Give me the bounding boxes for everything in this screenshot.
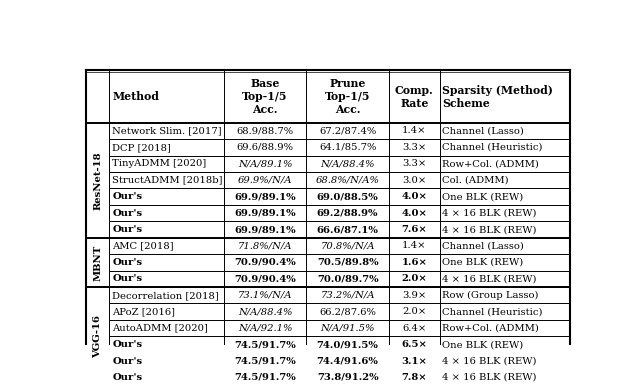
Text: 70.8%/N/A: 70.8%/N/A: [321, 241, 375, 251]
Text: 66.6/87.1%: 66.6/87.1%: [317, 225, 378, 234]
Text: APoZ [2016]: APoZ [2016]: [112, 307, 175, 316]
Text: StructADMM [2018b]: StructADMM [2018b]: [112, 176, 223, 185]
Text: 70.5/89.8%: 70.5/89.8%: [317, 258, 378, 267]
Text: Our's: Our's: [112, 258, 142, 267]
Text: N/A/88.4%: N/A/88.4%: [321, 159, 375, 168]
Text: Channel (Lasso): Channel (Lasso): [442, 241, 524, 251]
Text: 3.0×: 3.0×: [402, 176, 426, 185]
Text: TinyADMM [2020]: TinyADMM [2020]: [112, 159, 207, 168]
Text: 69.9/89.1%: 69.9/89.1%: [234, 209, 296, 218]
Text: Our's: Our's: [112, 340, 142, 349]
Text: 2.0×: 2.0×: [401, 274, 427, 283]
Text: MBNT: MBNT: [93, 244, 102, 281]
Text: N/A/88.4%: N/A/88.4%: [238, 307, 292, 316]
Text: 68.8%/N/A%: 68.8%/N/A%: [316, 176, 380, 185]
Text: Our's: Our's: [112, 357, 142, 365]
Text: 68.9/88.7%: 68.9/88.7%: [236, 126, 294, 135]
Text: One BLK (REW): One BLK (REW): [442, 192, 524, 201]
Text: Our's: Our's: [112, 373, 142, 382]
Text: 3.3×: 3.3×: [402, 143, 426, 152]
Text: 3.3×: 3.3×: [402, 159, 426, 168]
Text: 69.6/88.9%: 69.6/88.9%: [237, 143, 294, 152]
Text: 2.0×: 2.0×: [402, 307, 426, 316]
Text: Channel (Heuristic): Channel (Heuristic): [442, 143, 543, 152]
Text: 69.9/89.1%: 69.9/89.1%: [234, 225, 296, 234]
Text: 69.0/88.5%: 69.0/88.5%: [317, 192, 378, 201]
Text: Network Slim. [2017]: Network Slim. [2017]: [112, 126, 222, 135]
Text: 69.9%/N/A: 69.9%/N/A: [238, 176, 292, 185]
Text: 4.0×: 4.0×: [401, 192, 427, 201]
Text: Our's: Our's: [112, 225, 142, 234]
Text: 6.4×: 6.4×: [402, 324, 426, 333]
Text: Base
Top-1/5
Acc.: Base Top-1/5 Acc.: [243, 78, 288, 115]
Text: 4 × 16 BLK (REW): 4 × 16 BLK (REW): [442, 225, 537, 234]
Text: 4 × 16 BLK (REW): 4 × 16 BLK (REW): [442, 209, 537, 218]
Text: 6.5×: 6.5×: [401, 340, 427, 349]
Text: 4 × 16 BLK (REW): 4 × 16 BLK (REW): [442, 274, 537, 283]
Text: 70.0/89.7%: 70.0/89.7%: [317, 274, 378, 283]
Text: 69.9/89.1%: 69.9/89.1%: [234, 192, 296, 201]
Text: 4.0×: 4.0×: [401, 209, 427, 218]
Text: 3.9×: 3.9×: [402, 291, 426, 300]
Text: 74.5/91.7%: 74.5/91.7%: [234, 373, 296, 382]
Text: Sparsity (Method)
Scheme: Sparsity (Method) Scheme: [442, 85, 554, 109]
Text: 64.1/85.7%: 64.1/85.7%: [319, 143, 376, 152]
Text: 66.2/87.6%: 66.2/87.6%: [319, 307, 376, 316]
Text: 1.6×: 1.6×: [401, 258, 427, 267]
Text: Row+Col. (ADMM): Row+Col. (ADMM): [442, 324, 540, 333]
Text: Prune
Top-1/5
Acc.: Prune Top-1/5 Acc.: [325, 78, 371, 115]
Text: Channel (Lasso): Channel (Lasso): [442, 126, 524, 135]
Text: Our's: Our's: [112, 209, 142, 218]
Text: ResNet-18: ResNet-18: [93, 151, 102, 210]
Text: N/A/89.1%: N/A/89.1%: [238, 159, 292, 168]
Text: Comp.
Rate: Comp. Rate: [395, 85, 433, 109]
Text: N/A/91.5%: N/A/91.5%: [321, 324, 375, 333]
Text: 7.6×: 7.6×: [401, 225, 427, 234]
Text: 74.5/91.7%: 74.5/91.7%: [234, 340, 296, 349]
Text: 74.0/91.5%: 74.0/91.5%: [317, 340, 378, 349]
Text: One BLK (REW): One BLK (REW): [442, 340, 524, 349]
Text: 74.4/91.6%: 74.4/91.6%: [317, 357, 378, 365]
Text: Channel (Heuristic): Channel (Heuristic): [442, 307, 543, 316]
Text: 1.4×: 1.4×: [402, 126, 426, 135]
Text: 4 × 16 BLK (REW): 4 × 16 BLK (REW): [442, 357, 537, 365]
Text: Method: Method: [112, 91, 159, 102]
Text: AutoADMM [2020]: AutoADMM [2020]: [112, 324, 208, 333]
Text: Our's: Our's: [112, 274, 142, 283]
Text: 4 × 16 BLK (REW): 4 × 16 BLK (REW): [442, 373, 537, 382]
Text: 7.8×: 7.8×: [401, 373, 427, 382]
Text: 73.8/91.2%: 73.8/91.2%: [317, 373, 378, 382]
Text: Decorrelation [2018]: Decorrelation [2018]: [112, 291, 219, 300]
Text: DCP [2018]: DCP [2018]: [112, 143, 171, 152]
Text: 1.4×: 1.4×: [402, 241, 426, 251]
Text: Row (Group Lasso): Row (Group Lasso): [442, 291, 539, 300]
Text: VGG-16: VGG-16: [93, 315, 102, 358]
Text: N/A/92.1%: N/A/92.1%: [238, 324, 292, 333]
Text: Col. (ADMM): Col. (ADMM): [442, 176, 509, 185]
Text: Our's: Our's: [112, 192, 142, 201]
Text: Row+Col. (ADMM): Row+Col. (ADMM): [442, 159, 540, 168]
Text: 73.1%/N/A: 73.1%/N/A: [238, 291, 292, 300]
Text: 3.1×: 3.1×: [401, 357, 427, 365]
Text: 74.5/91.7%: 74.5/91.7%: [234, 357, 296, 365]
Text: 73.2%/N/A: 73.2%/N/A: [321, 291, 375, 300]
Text: 70.9/90.4%: 70.9/90.4%: [234, 258, 296, 267]
Text: One BLK (REW): One BLK (REW): [442, 258, 524, 267]
Text: 67.2/87.4%: 67.2/87.4%: [319, 126, 376, 135]
Text: AMC [2018]: AMC [2018]: [112, 241, 174, 251]
Text: 71.8%/N/A: 71.8%/N/A: [238, 241, 292, 251]
Text: 69.2/88.9%: 69.2/88.9%: [317, 209, 378, 218]
Text: 70.9/90.4%: 70.9/90.4%: [234, 274, 296, 283]
